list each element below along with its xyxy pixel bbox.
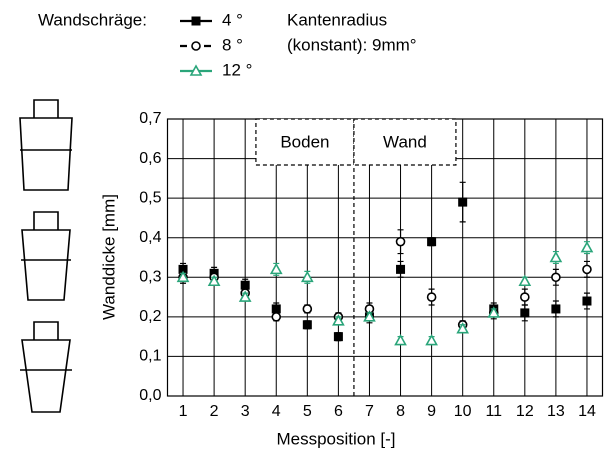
x-tick-label: 1 [179, 403, 188, 420]
marker [394, 333, 407, 346]
x-tick-label: 13 [547, 403, 565, 420]
marker [302, 320, 312, 330]
marker [518, 274, 532, 287]
marker [426, 292, 437, 302]
marker [580, 240, 594, 253]
region-label: Wand [383, 132, 427, 151]
legend-title: Wandschräge: [38, 10, 147, 29]
y-tick-label: 0,0 [139, 387, 161, 404]
marker [300, 270, 314, 283]
marker [425, 333, 438, 346]
icons [19, 99, 73, 413]
annotation: (konstant): 9mm° [287, 35, 417, 54]
marker [458, 197, 468, 207]
marker [178, 264, 188, 274]
marker [395, 236, 406, 247]
x-tick-label: 7 [365, 403, 374, 420]
y-tick-label: 0,5 [139, 189, 161, 206]
marker [520, 292, 530, 302]
marker [456, 322, 470, 334]
annotation: Kantenradius [287, 10, 387, 29]
marker [582, 296, 592, 306]
marker [269, 262, 283, 275]
y-tick-label: 0,7 [139, 110, 161, 127]
region-label: Boden [280, 132, 329, 151]
marker [551, 304, 561, 314]
marker [427, 237, 437, 247]
marker [487, 306, 501, 318]
y-tick-label: 0,6 [139, 150, 161, 167]
legend-label: 8 ° [222, 35, 243, 54]
container-icon [19, 99, 73, 191]
marker [238, 290, 252, 302]
x-tick-label: 11 [485, 403, 502, 420]
legend-label: 4 ° [222, 10, 243, 29]
y-tick-label: 0,3 [139, 269, 161, 286]
marker [176, 270, 190, 283]
y-tick-label: 0,1 [139, 348, 161, 365]
x-tick-label: 14 [578, 403, 596, 420]
marker [520, 308, 530, 318]
marker [302, 304, 313, 314]
x-tick-label: 4 [272, 403, 281, 420]
marker [549, 250, 563, 263]
x-tick-label: 5 [303, 403, 312, 420]
marker [271, 304, 281, 314]
region-box [353, 118, 457, 166]
region-box [255, 118, 355, 166]
legend-marker [189, 64, 203, 76]
marker [207, 274, 221, 287]
legend-marker [191, 16, 201, 26]
x-axis-label: Messposition [-] [276, 429, 395, 448]
marker [332, 314, 345, 326]
x-tick-label: 6 [334, 403, 343, 420]
container-icon [20, 321, 72, 413]
marker [240, 280, 250, 290]
legend-label: 12 ° [222, 60, 252, 79]
y-axis-label: Wanddicke [mm] [99, 194, 118, 320]
x-tick-label: 2 [210, 403, 219, 420]
x-tick-label: 10 [454, 403, 472, 420]
marker [271, 312, 282, 322]
container-icon [21, 211, 71, 301]
marker [582, 264, 592, 275]
x-tick-label: 3 [241, 403, 250, 420]
legend-marker [191, 41, 201, 51]
x-tick-label: 8 [396, 403, 405, 420]
y-tick-label: 0,4 [139, 229, 161, 246]
marker [363, 310, 376, 322]
y-tick-label: 0,2 [139, 308, 161, 325]
x-tick-label: 12 [516, 403, 534, 420]
marker [333, 332, 343, 342]
x-tick-label: 9 [427, 403, 436, 420]
marker [396, 264, 406, 274]
marker [551, 272, 561, 283]
